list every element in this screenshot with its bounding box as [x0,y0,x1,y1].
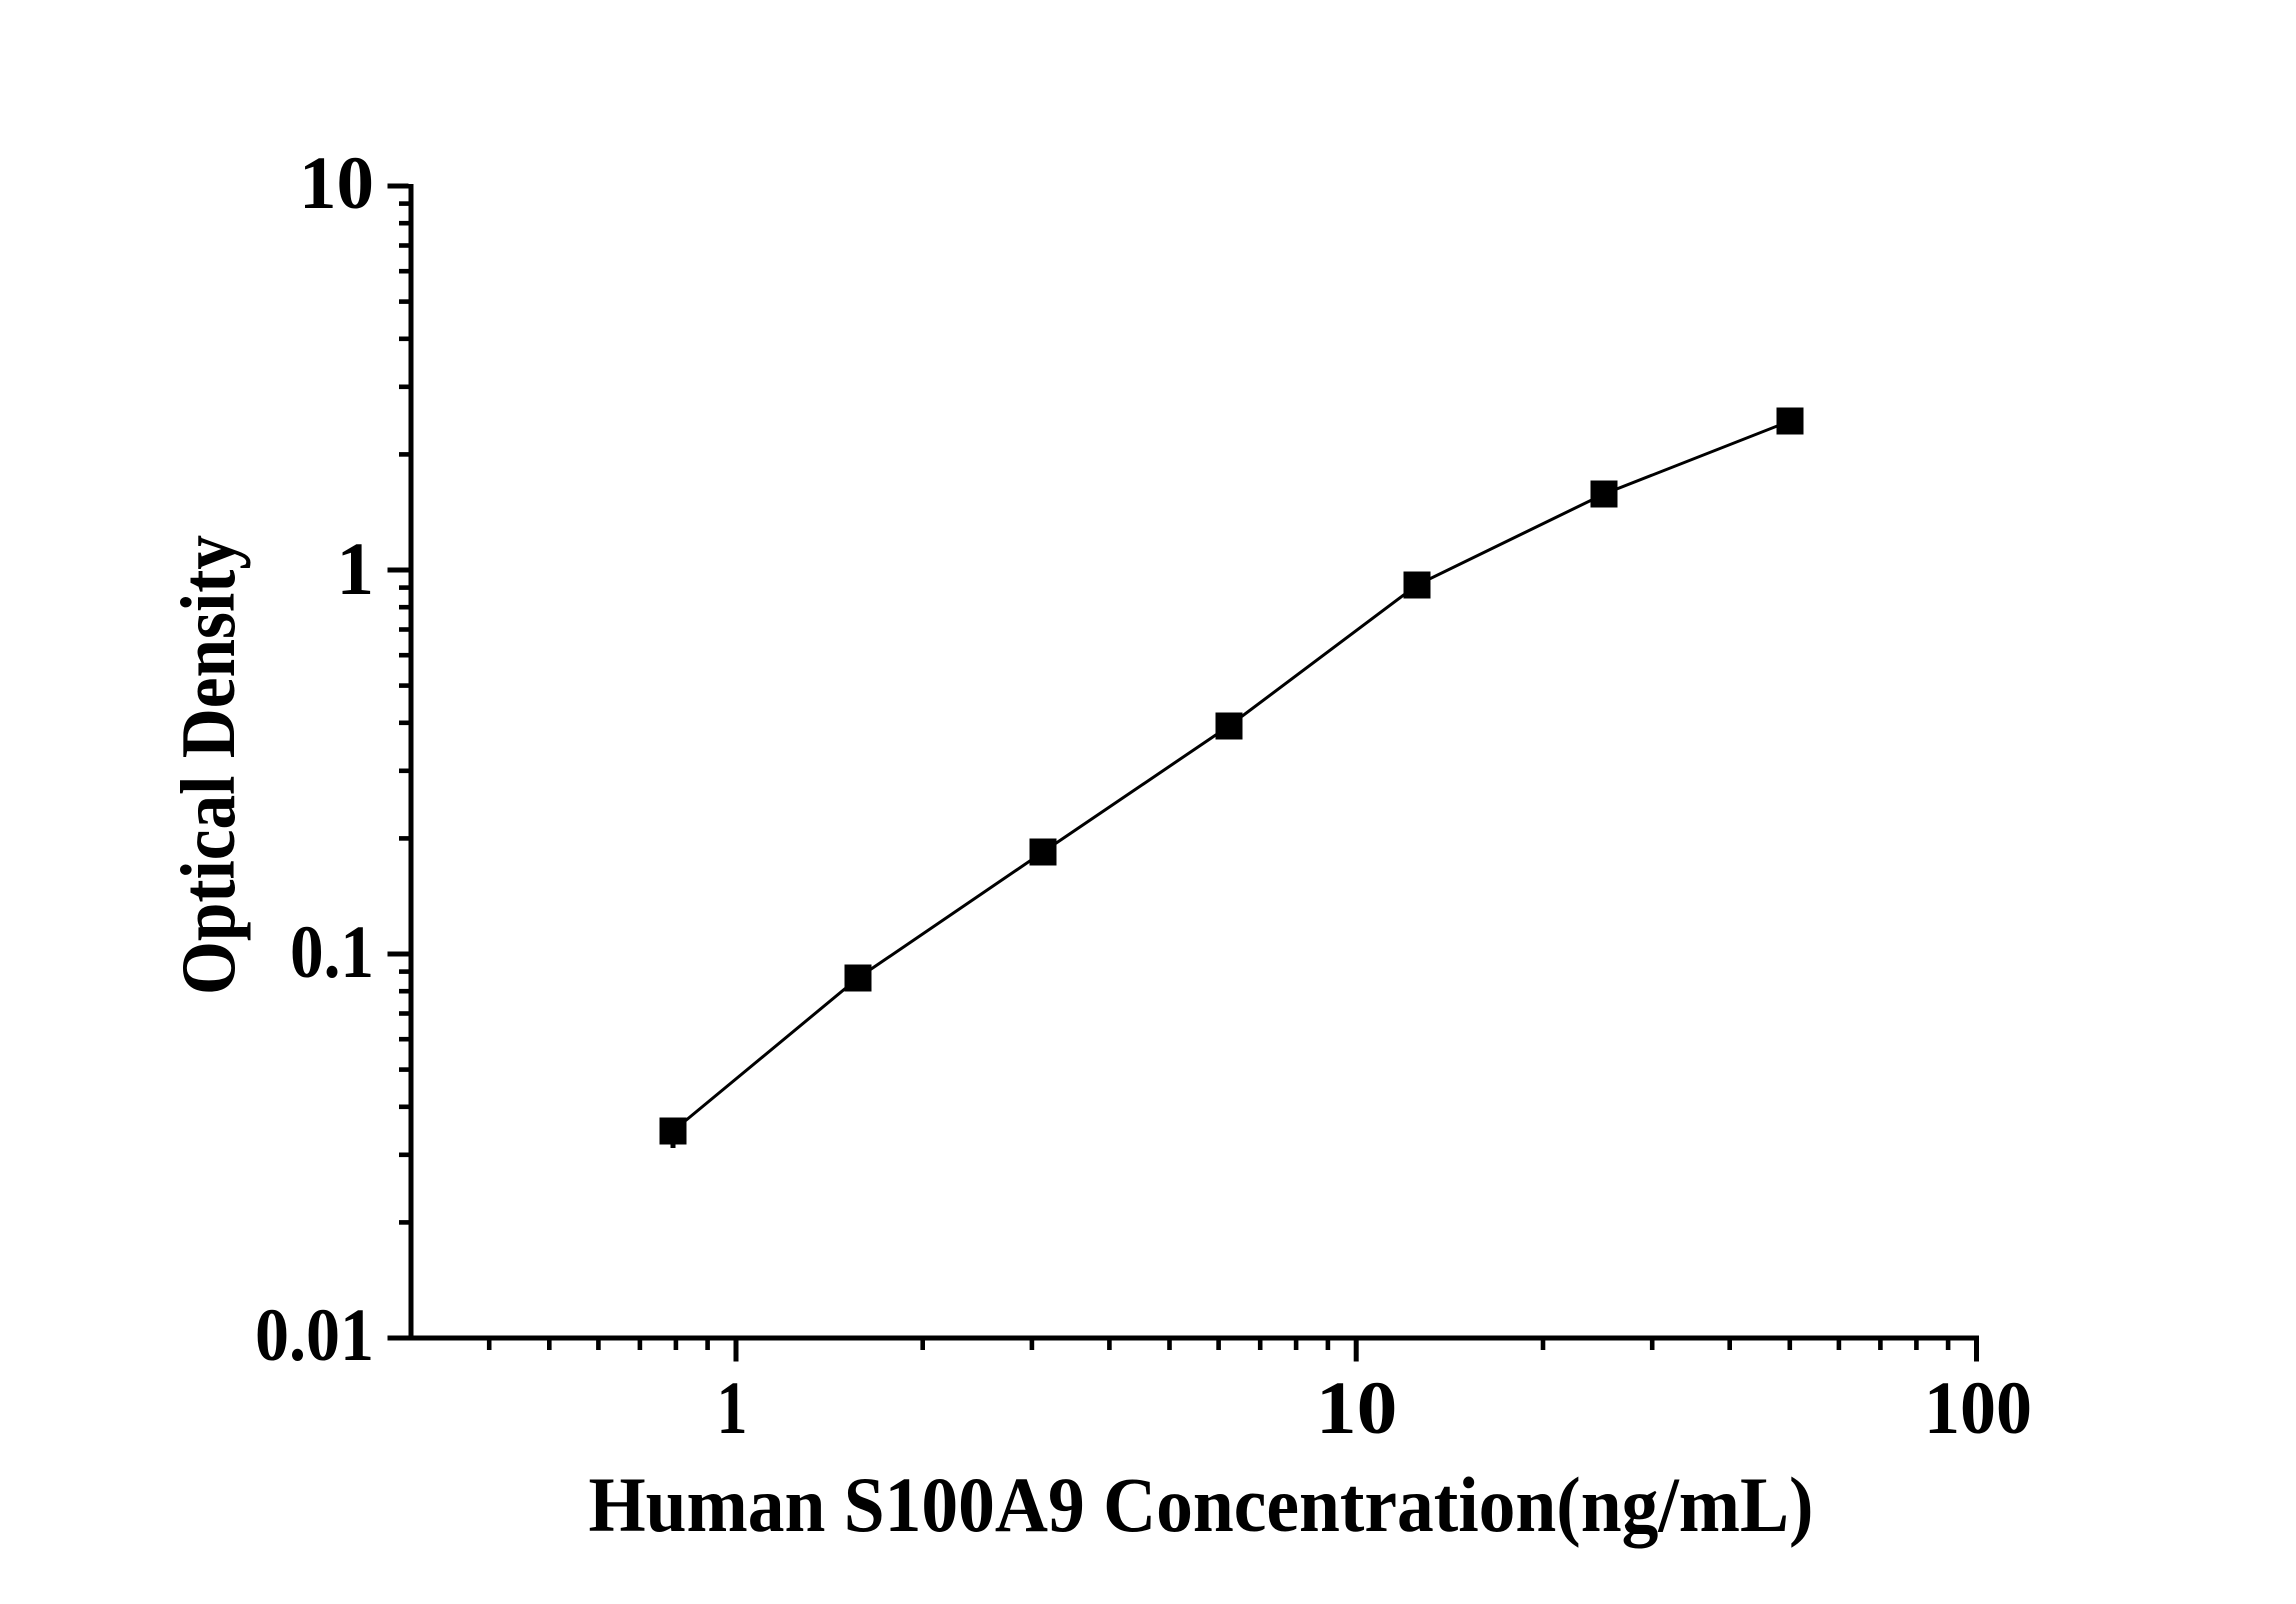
svg-text:0.01: 0.01 [255,1294,374,1377]
svg-text:0.1: 0.1 [290,911,374,994]
svg-text:100: 100 [1924,1367,2032,1450]
svg-text:10: 10 [1316,1367,1398,1450]
svg-text:1: 1 [337,528,375,611]
svg-text:Optical Density: Optical Density [165,535,251,995]
svg-text:1: 1 [717,1367,748,1450]
svg-text:10: 10 [299,142,374,225]
svg-text:Human S100A9 Concentration(ng/: Human S100A9 Concentration(ng/mL) [589,1461,1814,1548]
